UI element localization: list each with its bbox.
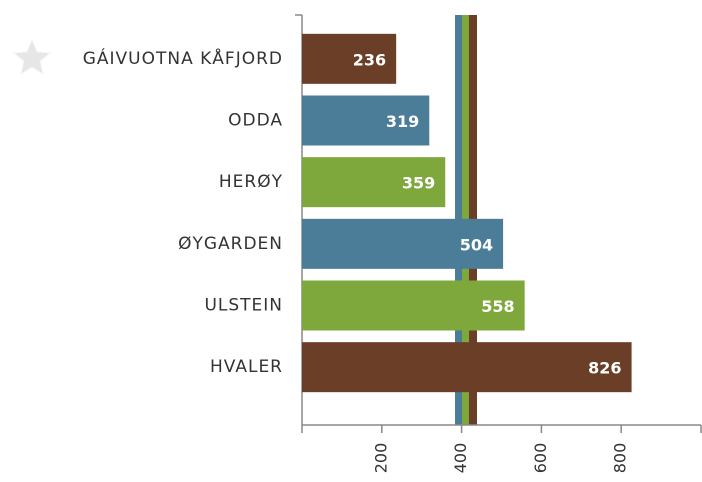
- bar: [302, 218, 504, 269]
- y-tick-label: ODDA: [228, 111, 283, 131]
- y-tick-label: GÁIVUOTNA KÅFJORD: [83, 47, 283, 69]
- y-tick-label: HERØY: [219, 172, 283, 192]
- value-label: 826: [588, 359, 621, 378]
- star-icon: [12, 38, 52, 76]
- x-tick-label: 600: [531, 443, 550, 474]
- value-label: 558: [481, 297, 514, 316]
- value-label: 359: [402, 174, 435, 193]
- x-tick-label: 400: [451, 443, 470, 474]
- y-tick-label: ØYGARDEN: [178, 234, 283, 254]
- bar: [302, 95, 430, 146]
- y-tick-label: ULSTEIN: [204, 296, 283, 316]
- value-label: 236: [353, 50, 386, 69]
- y-tick-label: HVALER: [210, 357, 283, 377]
- bar: [302, 33, 397, 84]
- value-label: 319: [386, 112, 419, 131]
- value-label: 504: [460, 235, 493, 254]
- x-tick-label: 200: [371, 443, 390, 474]
- bar: [302, 342, 632, 393]
- bar: [302, 157, 446, 208]
- bar: [302, 280, 525, 331]
- x-tick-label: 800: [611, 443, 630, 474]
